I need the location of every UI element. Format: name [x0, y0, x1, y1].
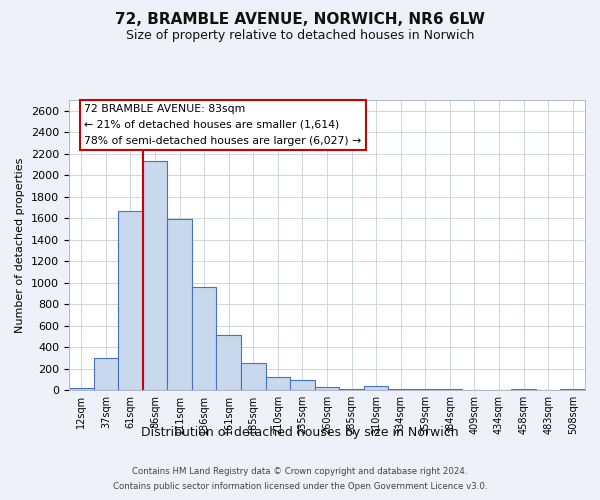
Text: Contains HM Land Registry data © Crown copyright and database right 2024.: Contains HM Land Registry data © Crown c…: [132, 467, 468, 476]
Bar: [167, 218, 192, 390]
Text: 72, BRAMBLE AVENUE, NORWICH, NR6 6LW: 72, BRAMBLE AVENUE, NORWICH, NR6 6LW: [115, 12, 485, 28]
Bar: [388, 389, 413, 390]
Bar: [315, 387, 339, 390]
Bar: [143, 161, 167, 390]
Text: Contains public sector information licensed under the Open Government Licence v3: Contains public sector information licen…: [113, 482, 487, 491]
Text: Size of property relative to detached houses in Norwich: Size of property relative to detached ho…: [126, 29, 474, 42]
Y-axis label: Number of detached properties: Number of detached properties: [16, 158, 25, 332]
Bar: [413, 389, 437, 390]
Bar: [192, 287, 217, 390]
Bar: [511, 389, 536, 390]
Bar: [437, 389, 462, 390]
Bar: [118, 211, 143, 390]
Text: 72 BRAMBLE AVENUE: 83sqm
← 21% of detached houses are smaller (1,614)
78% of sem: 72 BRAMBLE AVENUE: 83sqm ← 21% of detach…: [85, 104, 362, 146]
Bar: [241, 362, 266, 390]
Text: Distribution of detached houses by size in Norwich: Distribution of detached houses by size …: [141, 426, 459, 439]
Bar: [364, 386, 388, 390]
Bar: [290, 380, 315, 390]
Bar: [339, 389, 364, 390]
Bar: [266, 376, 290, 390]
Bar: [69, 388, 94, 390]
Bar: [94, 358, 118, 390]
Bar: [560, 389, 585, 390]
Bar: [217, 335, 241, 390]
